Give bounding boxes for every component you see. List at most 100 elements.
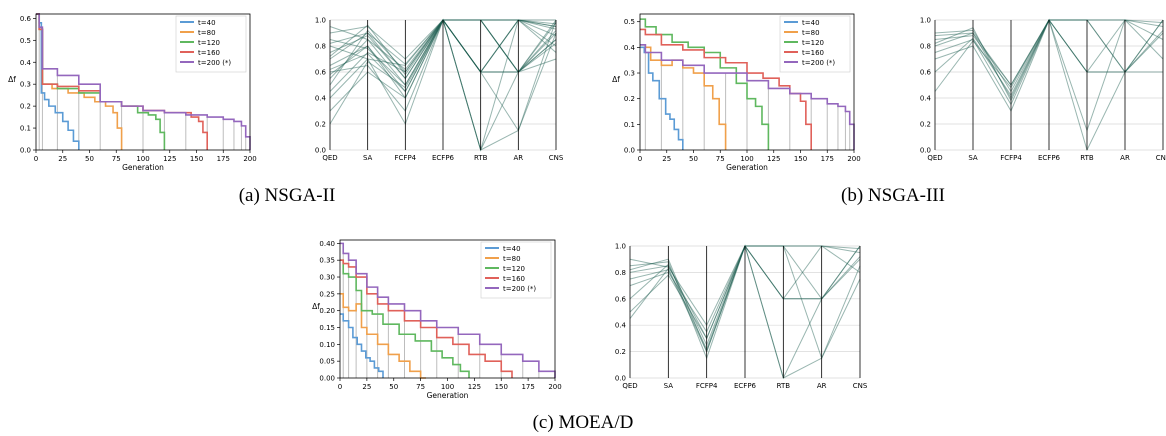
legend-label: t=40 bbox=[198, 19, 216, 27]
legend-label: t=160 bbox=[503, 275, 525, 283]
caption-c: (c) MOEA/D bbox=[533, 412, 634, 433]
y-tick-label: 0.5 bbox=[624, 18, 635, 26]
legend-label: t=120 bbox=[503, 265, 525, 273]
x-tick-label: 0 bbox=[638, 155, 642, 163]
series-line bbox=[640, 43, 855, 150]
y-tick-label: 0.30 bbox=[319, 274, 335, 282]
y-tick-label: 0.1 bbox=[624, 121, 635, 129]
axis-label: FCFP4 bbox=[696, 382, 718, 390]
y-tick-label: 0.8 bbox=[920, 43, 931, 51]
series-line bbox=[340, 259, 470, 378]
y-tick-label: 0.2 bbox=[20, 103, 31, 111]
x-tick-label: 75 bbox=[416, 383, 425, 391]
x-tick-label: 125 bbox=[468, 383, 481, 391]
x-axis-label: Generation bbox=[427, 391, 469, 400]
y-tick-label: 0.8 bbox=[315, 43, 326, 51]
legend-label: t=160 bbox=[198, 49, 220, 57]
x-tick-label: 50 bbox=[389, 383, 398, 391]
caption-b: (b) NSGA-III bbox=[841, 185, 945, 206]
y-tick-label: 0.0 bbox=[20, 147, 31, 155]
legend-label: t=40 bbox=[802, 19, 820, 27]
y-tick-label: 0.40 bbox=[319, 240, 335, 248]
axis-label: ECFP6 bbox=[432, 154, 455, 162]
x-tick-label: 200 bbox=[243, 155, 256, 163]
series-line bbox=[340, 293, 426, 379]
axis-label: CNS bbox=[1156, 154, 1166, 162]
y-tick-label: 0.8 bbox=[615, 269, 626, 277]
legend-label: t=200 (*) bbox=[198, 59, 231, 67]
axis-label: ECFP6 bbox=[1038, 154, 1061, 162]
y-tick-label: 0.0 bbox=[624, 147, 635, 155]
y-tick-label: 0.4 bbox=[315, 95, 327, 103]
line-chart-a: 0 25 50 75 100 125 150 175 200 0.0 0.1 0.2 0.3 0.4 0.5… bbox=[8, 13, 257, 172]
legend-label: t=80 bbox=[198, 29, 216, 37]
y-tick-label: 1.0 bbox=[315, 17, 326, 25]
y-tick-label: 1.0 bbox=[615, 243, 626, 251]
x-tick-label: 200 bbox=[847, 155, 860, 163]
x-tick-label: 0 bbox=[338, 383, 342, 391]
axis-label: ECFP6 bbox=[734, 382, 757, 390]
x-tick-label: 125 bbox=[163, 155, 176, 163]
y-tick-label: 0.0 bbox=[920, 147, 931, 155]
y-tick-label: 0.2 bbox=[624, 95, 635, 103]
y-tick-label: 0.15 bbox=[319, 324, 335, 332]
series-line bbox=[340, 259, 513, 378]
parallel-chart-a: 0.0 0.2 0.4 0.6 0.8 1.0 QED SA FCFP4 ECFP6 RTB AR CN… bbox=[315, 17, 564, 163]
axis-label: AR bbox=[817, 382, 827, 390]
legend-label: t=80 bbox=[802, 29, 820, 37]
y-tick-label: 0.3 bbox=[20, 81, 31, 89]
axis-label: AR bbox=[1120, 154, 1130, 162]
x-axis-label: Generation bbox=[726, 163, 768, 172]
y-tick-label: 0.00 bbox=[319, 375, 335, 383]
axis-label: FCFP4 bbox=[1000, 154, 1022, 162]
x-tick-label: 150 bbox=[794, 155, 807, 163]
series-line bbox=[640, 18, 770, 150]
y-tick-label: 0.6 bbox=[615, 295, 627, 303]
parallel-chart-c: 0.0 0.2 0.4 0.6 0.8 1.0 QED SA FCFP4 ECFP6 RTB AR CN… bbox=[615, 243, 868, 391]
series-line bbox=[340, 242, 556, 378]
legend-label: t=160 bbox=[802, 49, 824, 57]
series-line bbox=[340, 313, 384, 378]
y-tick-label: 0.6 bbox=[920, 69, 932, 77]
y-tick-label: 0.2 bbox=[315, 121, 326, 129]
x-tick-label: 25 bbox=[362, 383, 371, 391]
y-axis-label: Δf bbox=[612, 75, 620, 84]
axis-label: SA bbox=[664, 382, 674, 390]
legend-label: t=80 bbox=[503, 255, 521, 263]
caption-a: (a) NSGA-II bbox=[239, 185, 336, 206]
y-tick-label: 0.05 bbox=[319, 358, 335, 366]
y-tick-label: 0.0 bbox=[315, 147, 326, 155]
parallel-chart-b: 0.0 0.2 0.4 0.6 0.8 1.0 QED SA FCFP4 ECFP6 RTB AR CN… bbox=[920, 17, 1166, 163]
y-tick-label: 0.25 bbox=[319, 290, 335, 298]
legend-label: t=200 (*) bbox=[802, 59, 835, 67]
legend-label: t=120 bbox=[802, 39, 824, 47]
x-tick-label: 75 bbox=[112, 155, 121, 163]
x-tick-label: 200 bbox=[548, 383, 561, 391]
x-tick-label: 25 bbox=[58, 155, 67, 163]
y-tick-label: 0.6 bbox=[315, 69, 327, 77]
series-line bbox=[640, 43, 727, 150]
legend-label: t=200 (*) bbox=[503, 285, 536, 293]
y-tick-label: 0.2 bbox=[920, 121, 931, 129]
axis-label: QED bbox=[927, 154, 942, 162]
y-tick-label: 0.4 bbox=[920, 95, 932, 103]
x-tick-label: 150 bbox=[495, 383, 508, 391]
axis-label: SA bbox=[363, 154, 373, 162]
x-tick-label: 125 bbox=[767, 155, 780, 163]
y-tick-label: 0.10 bbox=[319, 341, 335, 349]
x-tick-label: 50 bbox=[689, 155, 698, 163]
y-tick-label: 0.35 bbox=[319, 257, 335, 265]
axis-label: SA bbox=[968, 154, 978, 162]
x-tick-label: 175 bbox=[521, 383, 534, 391]
x-tick-label: 175 bbox=[217, 155, 230, 163]
x-tick-label: 0 bbox=[34, 155, 38, 163]
x-tick-label: 100 bbox=[740, 155, 753, 163]
y-axis-label: Δf bbox=[8, 75, 16, 84]
x-tick-label: 175 bbox=[821, 155, 834, 163]
y-tick-label: 1.0 bbox=[920, 17, 931, 25]
y-tick-label: 0.0 bbox=[615, 375, 626, 383]
y-tick-label: 0.4 bbox=[615, 322, 627, 330]
axis-label: RTB bbox=[474, 154, 488, 162]
x-tick-label: 100 bbox=[136, 155, 149, 163]
